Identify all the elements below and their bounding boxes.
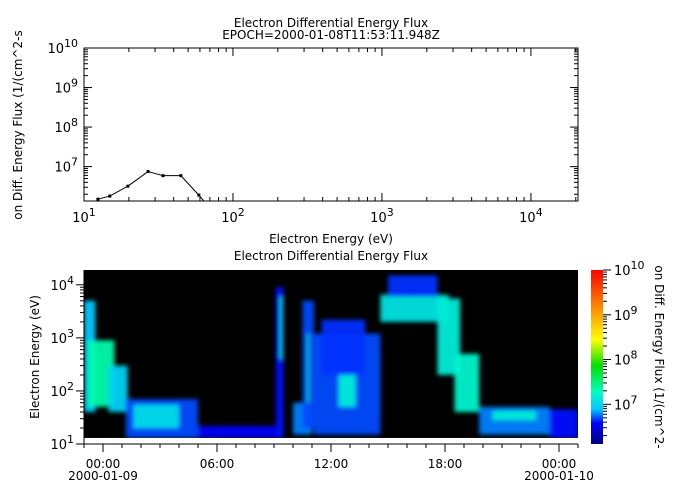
x-tick-label: 102 bbox=[221, 206, 245, 226]
line-panel: Electron Differential Energy Flux EPOCH=… bbox=[11, 16, 579, 246]
energy-tick-label: 102 bbox=[50, 380, 74, 400]
colorbar bbox=[591, 270, 603, 444]
data-point bbox=[108, 194, 112, 198]
y-tick-label: 107 bbox=[54, 156, 78, 176]
heatmap-cell bbox=[388, 275, 438, 297]
top-subtitle: EPOCH=2000-01-08T11:53:11.948Z bbox=[222, 28, 440, 42]
time-tick-label: 18:00 bbox=[428, 457, 463, 471]
flux-line bbox=[97, 171, 205, 201]
heatmap-cell bbox=[338, 374, 356, 407]
spectrogram-panel: Electron Differential Energy Flux 00:002… bbox=[28, 249, 666, 483]
heatmap-layer bbox=[84, 275, 578, 438]
time-tick-label: 00:00 bbox=[86, 457, 121, 471]
data-point bbox=[179, 174, 183, 178]
energy-tick-label: 103 bbox=[50, 327, 74, 347]
y-tick-label: 108 bbox=[54, 116, 78, 136]
time-tick-label: 00:00 bbox=[542, 457, 577, 471]
heatmap-cell bbox=[198, 425, 276, 438]
data-point bbox=[197, 193, 201, 197]
date-tick-label: 2000-01-09 bbox=[68, 469, 138, 483]
energy-tick-label: 101 bbox=[50, 433, 74, 453]
top-x-label: Electron Energy (eV) bbox=[269, 232, 393, 246]
colorbar-tick-label: 109 bbox=[614, 304, 638, 324]
time-tick-label: 12:00 bbox=[314, 457, 349, 471]
bottom-title: Electron Differential Energy Flux bbox=[234, 249, 428, 263]
bottom-y-label: Electron Energy (eV) bbox=[28, 295, 42, 419]
heatmap-cell bbox=[275, 287, 284, 438]
heatmap-cell bbox=[133, 404, 179, 429]
data-point bbox=[126, 184, 130, 188]
date-tick-label: 2000-01-10 bbox=[524, 469, 594, 483]
heatmap-cell bbox=[492, 410, 537, 421]
heatmap-cell bbox=[279, 296, 283, 359]
energy-tick-label: 104 bbox=[50, 274, 74, 294]
colorbar-label: on Diff. Energy Flux (1/(cm^2- bbox=[652, 265, 666, 448]
x-tick-label: 101 bbox=[72, 206, 96, 226]
heatmap-cell bbox=[454, 353, 480, 413]
y-tick-label: 109 bbox=[54, 77, 78, 97]
time-tick-label: 06:00 bbox=[200, 457, 235, 471]
x-tick-label: 104 bbox=[519, 206, 543, 226]
data-point bbox=[146, 170, 150, 174]
data-point bbox=[161, 174, 165, 178]
top-y-label: on Diff. Energy Flux (1/(cm^2-s bbox=[11, 30, 25, 219]
data-point bbox=[96, 197, 100, 201]
top-plot-frame bbox=[83, 47, 579, 202]
heatmap-cell bbox=[321, 319, 366, 375]
heatmap-cell bbox=[108, 365, 128, 413]
heatmap-cell bbox=[549, 409, 578, 438]
heatmap-cell bbox=[307, 333, 310, 403]
colorbar-tick-label: 1010 bbox=[614, 259, 645, 279]
y-tick-label: 1010 bbox=[47, 37, 78, 57]
top-title: Electron Differential Energy Flux bbox=[234, 16, 428, 30]
colorbar-tick-label: 107 bbox=[614, 393, 638, 413]
x-tick-label: 103 bbox=[370, 206, 394, 226]
below-floor-mask bbox=[84, 437, 578, 438]
colorbar-tick-label: 108 bbox=[614, 349, 638, 369]
